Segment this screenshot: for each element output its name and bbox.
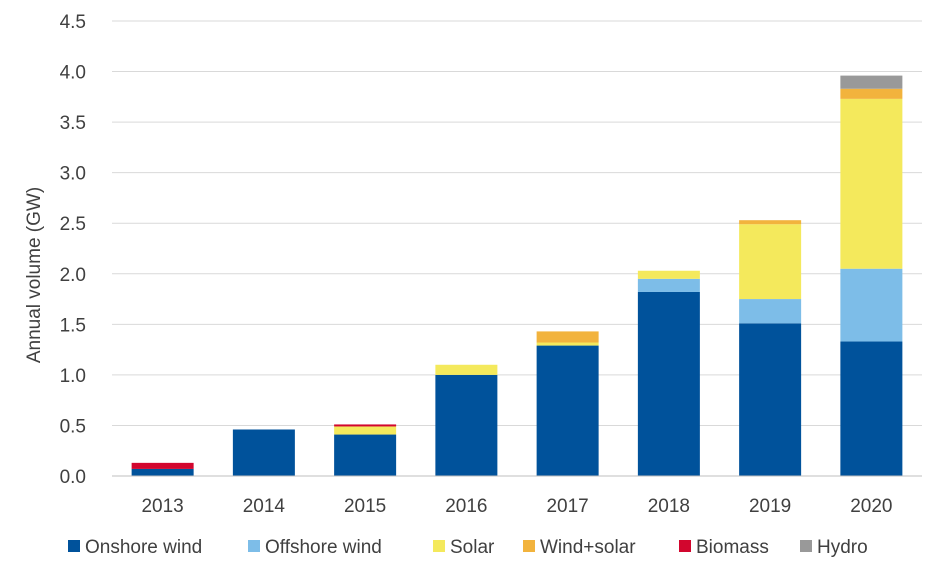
bar-solar-2016 <box>435 364 498 375</box>
y-tick-label: 1.0 <box>60 366 86 387</box>
y-tick-label: 2.0 <box>60 265 86 286</box>
legend-label: Wind+solar <box>540 537 636 558</box>
legend-label: Hydro <box>817 537 868 558</box>
y-tick-label: 4.5 <box>60 12 86 33</box>
legend-label: Onshore wind <box>85 537 202 558</box>
bar-onshore-wind-2018 <box>637 291 700 476</box>
bar-onshore-wind-2015 <box>334 434 397 476</box>
bar-onshore-wind-2016 <box>435 374 498 476</box>
y-axis-title: Annual volume (GW) <box>24 187 45 363</box>
bar-onshore-wind-2013 <box>131 468 194 476</box>
bar-hydro-2020 <box>840 75 903 89</box>
legend-swatch <box>523 540 535 552</box>
bar-offshore-wind-2020 <box>840 268 903 342</box>
legend-swatch <box>248 540 260 552</box>
legend: Onshore wind Offshore wind Solar Wind+solar… <box>68 537 868 558</box>
legend-label: Solar <box>450 537 495 558</box>
x-tick-label: 2013 <box>141 496 183 517</box>
bar-wind-solar-2020 <box>840 88 903 99</box>
bar-onshore-wind-2020 <box>840 341 903 476</box>
bar-solar-2019 <box>739 224 802 300</box>
y-tick-label: 0.0 <box>60 467 86 488</box>
legend-item: Biomass <box>679 537 769 558</box>
bar-onshore-wind-2017 <box>536 345 599 476</box>
bar-solar-2015 <box>334 426 397 435</box>
legend-swatch <box>68 540 80 552</box>
x-axis-ticks: 2013 2014 2015 2016 2017 2018 2019 2020 <box>112 475 922 517</box>
y-axis-ticks: 0.0 0.5 1.0 1.5 2.0 2.5 3.0 3.5 4.0 4.5 <box>60 12 86 488</box>
y-tick-label: 3.5 <box>60 113 86 134</box>
y-tick-label: 4.0 <box>60 63 86 84</box>
x-tick-label: 2016 <box>445 496 487 517</box>
legend-item: Onshore wind <box>68 537 202 558</box>
bar-offshore-wind-2019 <box>739 299 802 324</box>
bar-onshore-wind-2014 <box>232 429 295 476</box>
legend-item: Wind+solar <box>523 537 636 558</box>
x-tick-label: 2014 <box>243 496 286 517</box>
legend-label: Biomass <box>696 537 769 558</box>
bar-offshore-wind-2018 <box>637 278 700 292</box>
legend-label: Offshore wind <box>265 537 382 558</box>
x-tick-label: 2020 <box>850 496 892 517</box>
x-tick-label: 2019 <box>749 496 791 517</box>
bar-solar-2020 <box>840 98 903 269</box>
x-tick-label: 2015 <box>344 496 386 517</box>
bar-solar-2018 <box>637 270 700 279</box>
bar-solar-2017 <box>536 342 599 346</box>
bars <box>131 75 903 476</box>
y-tick-label: 1.5 <box>60 315 86 336</box>
x-tick-label: 2017 <box>546 496 588 517</box>
legend-item: Solar <box>433 537 495 558</box>
legend-swatch <box>433 540 445 552</box>
gridlines <box>112 20 922 477</box>
y-tick-label: 0.5 <box>60 416 86 437</box>
legend-swatch <box>679 540 691 552</box>
bar-wind-solar-2017 <box>536 331 599 343</box>
bar-biomass-2015 <box>334 424 397 427</box>
legend-item: Offshore wind <box>248 537 382 558</box>
y-tick-label: 2.5 <box>60 214 86 235</box>
bar-onshore-wind-2019 <box>739 323 802 476</box>
x-tick-label: 2018 <box>648 496 690 517</box>
bar-biomass-2013 <box>131 462 194 469</box>
y-tick-label: 3.0 <box>60 164 86 185</box>
bar-wind-solar-2019 <box>739 220 802 225</box>
legend-swatch <box>800 540 812 552</box>
legend-item: Hydro <box>800 537 868 558</box>
